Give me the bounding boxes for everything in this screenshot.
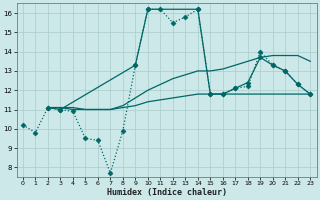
X-axis label: Humidex (Indice chaleur): Humidex (Indice chaleur) — [107, 188, 227, 197]
